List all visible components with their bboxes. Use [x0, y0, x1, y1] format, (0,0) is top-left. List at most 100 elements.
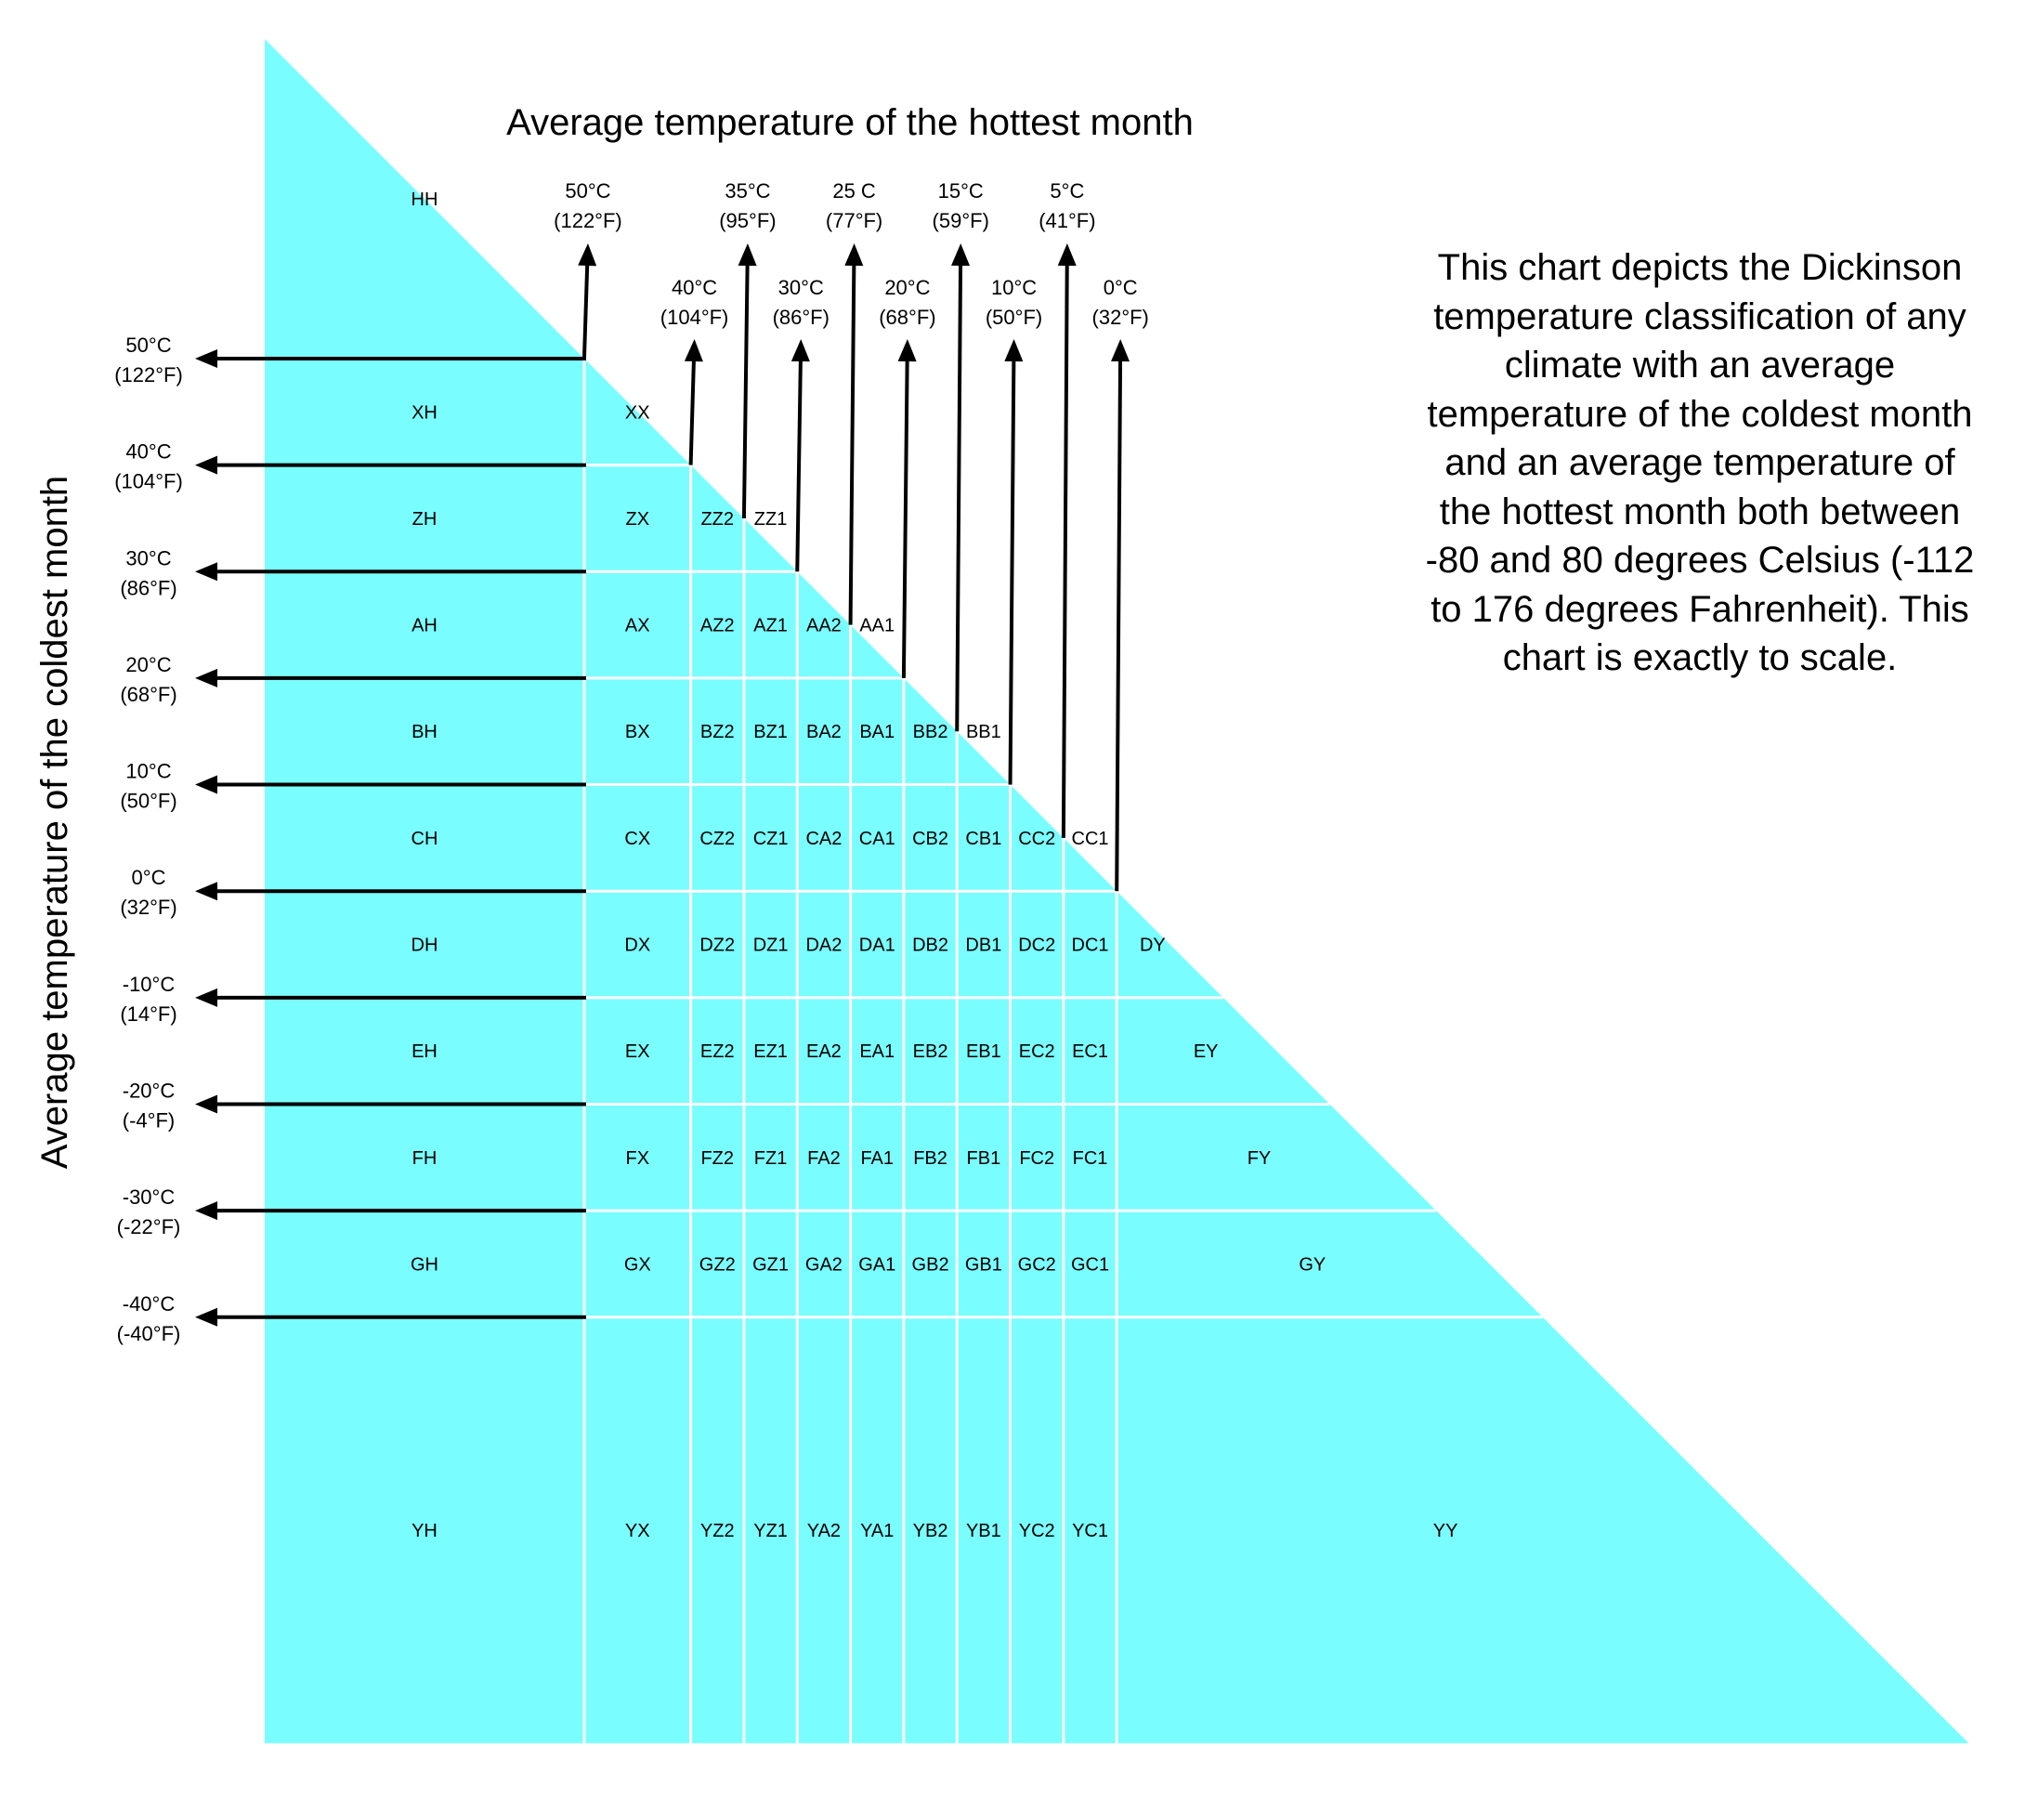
hottest-tick-f: (68°F) [879, 306, 935, 329]
class-label: DB1 [965, 936, 1001, 956]
class-label: AX [625, 616, 650, 636]
class-label: FB1 [967, 1148, 1001, 1169]
coldest-tick-c: -30°C [123, 1185, 176, 1209]
top-arrow [578, 243, 597, 360]
class-label: DH [412, 936, 438, 956]
class-label: ZZ1 [754, 509, 788, 530]
coldest-tick-c: -20°C [123, 1080, 176, 1103]
class-label: CB1 [965, 829, 1001, 849]
top-arrow [790, 339, 810, 572]
class-label: YY [1433, 1521, 1458, 1541]
top-arrow [844, 243, 864, 625]
top-arrow [738, 243, 757, 518]
hottest-tick-f: (95°F) [719, 209, 776, 232]
class-label: CA1 [859, 829, 895, 849]
chart-description: This chart depicts the Dickinson tempera… [1425, 247, 1975, 678]
class-label: EY [1194, 1041, 1219, 1062]
arrowhead [1004, 339, 1024, 362]
hottest-tick-f: (32°F) [1092, 306, 1149, 329]
class-label: CA2 [805, 829, 842, 849]
left-arrow [195, 455, 586, 475]
left-arrow [195, 1201, 586, 1221]
class-label: GZ2 [699, 1254, 736, 1275]
hottest-tick-c: 20°C [884, 276, 930, 299]
hottest-tick-c: 10°C [991, 276, 1037, 299]
class-labels: HH XH XX ZH ZX ZZ2 ZZ1 AH AX AZ2 AZ1 AA2 AA1 BH BX BZ2 B… [411, 190, 1458, 1541]
coldest-tick-f: (-4°F) [123, 1109, 175, 1133]
coldest-tick-f: (-40°F) [117, 1322, 181, 1345]
class-label: FB2 [913, 1148, 947, 1169]
class-label: DA1 [859, 936, 895, 956]
class-label: FA1 [860, 1148, 894, 1169]
left-arrow [195, 775, 586, 794]
coldest-tick-c: 0°C [132, 866, 166, 889]
arrowhead [195, 1094, 217, 1114]
class-label: GB2 [912, 1254, 949, 1275]
coldest-tick-c: 20°C [125, 653, 171, 676]
class-label: FZ2 [700, 1148, 734, 1169]
coldest-tick-f: (32°F) [120, 896, 176, 919]
class-label: BH [412, 722, 438, 742]
coldest-tick-c: -10°C [123, 973, 176, 996]
class-label: YA1 [860, 1521, 894, 1541]
class-label: EC2 [1019, 1041, 1055, 1062]
class-label: AA2 [806, 616, 842, 636]
class-label: AZ2 [700, 616, 735, 636]
class-label: YB2 [913, 1521, 948, 1541]
coldest-tick-c: 10°C [125, 760, 171, 783]
class-label: EA1 [859, 1041, 895, 1062]
coldest-tick-f: (122°F) [114, 363, 183, 386]
class-label: BA2 [806, 722, 842, 742]
coldest-tick-f: (86°F) [120, 576, 176, 599]
top-arrow [1111, 339, 1130, 892]
class-label: DX [624, 936, 650, 956]
class-label: EA2 [806, 1041, 842, 1062]
class-label: HH [412, 190, 438, 210]
class-label: EZ1 [753, 1041, 788, 1062]
class-label: BZ1 [753, 722, 788, 742]
arrowhead [195, 882, 217, 901]
class-label: CH [412, 829, 438, 849]
hottest-tick-c: 25 C [832, 179, 876, 203]
arrowhead [1057, 243, 1077, 267]
arrowhead [951, 243, 971, 267]
class-label: EH [412, 1041, 438, 1062]
class-label: BA1 [859, 722, 895, 742]
class-label: EB2 [913, 1041, 948, 1062]
tick-labels: 50°C (122°F) 40°C (104°F) 35°C (95°F) 30°C (86°… [114, 179, 1149, 1345]
hottest-tick-c: 35°C [725, 179, 770, 203]
class-label: XH [412, 402, 438, 423]
class-label: EB1 [966, 1041, 1001, 1062]
top-arrow [1004, 339, 1024, 785]
class-label: ZZ2 [700, 509, 734, 530]
class-label: BX [625, 722, 650, 742]
arrow-shaft [1008, 360, 1016, 785]
coldest-tick-f: (68°F) [120, 683, 176, 706]
arrowhead [844, 243, 864, 267]
class-label: DY [1140, 936, 1166, 956]
class-label: BB1 [966, 722, 1001, 742]
arrow-shaft [901, 360, 909, 678]
class-label: AH [412, 616, 438, 636]
class-label: GC2 [1018, 1254, 1056, 1275]
arrowhead [1111, 339, 1130, 362]
hottest-tick-f: (104°F) [660, 306, 729, 329]
left-arrow [195, 668, 586, 687]
coldest-tick-f: (14°F) [120, 1002, 176, 1026]
class-label: CC2 [1018, 829, 1055, 849]
arrowhead [195, 668, 217, 687]
class-label: EZ2 [700, 1041, 735, 1062]
arrowhead [684, 339, 703, 362]
coldest-tick-c: 30°C [125, 546, 171, 570]
hottest-tick-c: 5°C [1050, 179, 1084, 203]
class-label: FX [625, 1148, 649, 1169]
class-label: CC1 [1072, 829, 1109, 849]
top-axis-title: Average temperature of the hottest month [506, 102, 1194, 143]
class-label: FH [412, 1148, 438, 1169]
hottest-tick-c: 50°C [565, 179, 610, 203]
class-label: YZ1 [753, 1521, 788, 1541]
class-label: CB2 [912, 829, 948, 849]
left-arrow [195, 1094, 586, 1114]
hottest-tick-f: (50°F) [986, 306, 1042, 329]
coldest-tick-c: 50°C [125, 334, 171, 357]
